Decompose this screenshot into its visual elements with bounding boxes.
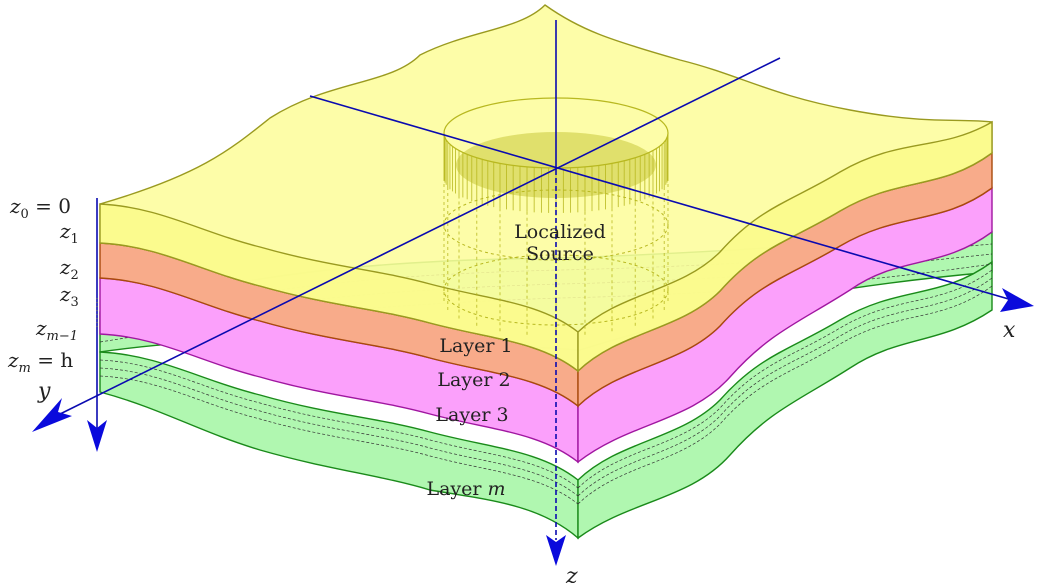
y-axis-line <box>51 57 781 419</box>
source-label-line1: Localized <box>514 221 606 243</box>
depth-label-zm: zm = h <box>7 348 73 376</box>
depth-label-z3: z3 <box>59 282 79 310</box>
layer-1-label: Layer 1 <box>439 335 512 357</box>
depth-axis-arrowhead <box>87 420 107 452</box>
source-label-line2: Source <box>526 243 594 265</box>
x-axis-arrowhead <box>1000 288 1034 312</box>
layer-m-sublayer-lines-right <box>577 269 993 505</box>
layer-1-right-face <box>577 120 993 373</box>
z-axis-label: z <box>565 564 578 583</box>
depth-label-z1: z1 <box>59 219 79 247</box>
coordinate-axes <box>32 20 1034 566</box>
depth-label-z0: z0 = 0 <box>9 194 71 222</box>
z-axis-arrowhead <box>546 535 566 566</box>
depth-label-z2: z2 <box>59 255 79 283</box>
y-axis-arrowhead <box>32 398 72 432</box>
source-mid-ring-2 <box>443 254 669 326</box>
x-axis-label: x <box>1003 318 1016 343</box>
x-axis-line <box>309 95 1013 301</box>
y-axis-label: y <box>37 379 51 404</box>
depth-label-zm1: zm−1 <box>35 316 78 344</box>
layer-2-label: Layer 2 <box>437 369 510 391</box>
layer-m-right-face <box>577 260 993 540</box>
layer-3-label: Layer 3 <box>435 404 508 426</box>
layer-m-sublayer-lines-left <box>99 359 579 505</box>
depth-labels: z0 = 0 z1 z2 z3 zm−1 zm = h <box>7 194 79 376</box>
layer-m-label: Layer m <box>426 478 505 500</box>
